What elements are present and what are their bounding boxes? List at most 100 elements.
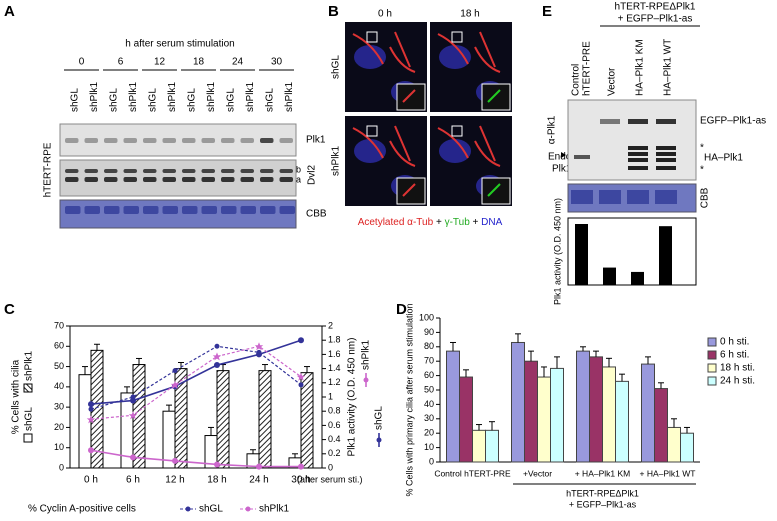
legend-label: shGL: [24, 407, 35, 431]
band: [84, 138, 98, 143]
y-tick-label: 100: [419, 312, 434, 322]
band: [656, 166, 676, 170]
marker: [212, 352, 222, 361]
y-tick-label: 70: [54, 320, 64, 330]
marker: [296, 372, 306, 381]
band: [628, 146, 648, 150]
row-label: Dvl2: [307, 165, 318, 185]
band-label: *: [700, 143, 704, 154]
y-tick-label: 10: [424, 442, 434, 452]
band-label: *: [700, 165, 704, 176]
marker: [130, 397, 136, 404]
panel-letter: B: [328, 3, 339, 20]
lane-label: hTERT-PRE: [582, 41, 593, 96]
y-axis-label: % Cells with primary cilia after serum s…: [404, 303, 414, 496]
lane-label: shPlk1: [206, 82, 217, 112]
band: [571, 190, 593, 204]
y-tick-label: 0: [59, 462, 64, 472]
bar: [575, 224, 588, 285]
marker: [256, 463, 262, 470]
row-label: a: [296, 174, 301, 184]
lane-label: HA–Plk1 WT: [663, 39, 674, 96]
band: [84, 206, 100, 214]
x-axis-label: % Cyclin A-positive cells: [28, 504, 136, 515]
legend-label: shGL: [374, 406, 385, 430]
band: [201, 169, 215, 173]
band: [279, 169, 293, 173]
x-tick-label: +Vector: [523, 468, 552, 478]
lane-label: Control: [571, 64, 582, 96]
bar: [511, 341, 525, 463]
band: [162, 177, 176, 182]
time-label: 12: [154, 57, 166, 68]
bar: [667, 426, 681, 463]
endo-label: Plk1: [552, 164, 572, 175]
y2-tick-label: 0.4: [328, 434, 341, 444]
y-tick-label: 20: [54, 422, 64, 432]
inset-cilium: [487, 89, 501, 103]
bar: [550, 367, 564, 463]
row-label: b: [296, 164, 301, 174]
lane-label: shGL: [225, 88, 236, 112]
band: [104, 138, 118, 143]
band: [260, 206, 276, 214]
x-note: (after serum sti.): [297, 474, 363, 484]
band: [65, 206, 81, 214]
time-label: 24: [232, 57, 244, 68]
band: [162, 206, 178, 214]
marker: [172, 368, 178, 374]
band: [279, 138, 293, 143]
marker: [256, 349, 262, 355]
y2-tick-label: 1.2: [328, 377, 341, 387]
legend-marker: [363, 377, 369, 383]
bar: [659, 226, 672, 285]
legend-swatch: [23, 383, 33, 393]
caption-part: Acetylated α-Tub: [358, 217, 434, 228]
y2-tick-label: 0.6: [328, 420, 341, 430]
group-label: hTERT-RPEΔPlk1: [566, 488, 639, 498]
band: [221, 169, 235, 173]
y-tick-label: 0: [429, 456, 434, 466]
band: [143, 206, 159, 214]
x-tick-label: 24 h: [249, 475, 268, 486]
x-tick-label: 30 h: [291, 475, 310, 486]
marker: [214, 362, 220, 369]
bar: [216, 370, 230, 469]
band: [104, 169, 118, 173]
column-label: 0 h: [378, 9, 392, 20]
band: [221, 177, 235, 182]
marker: [170, 380, 180, 389]
band: [240, 138, 254, 143]
column-label: 18 h: [460, 9, 479, 20]
band: [123, 169, 137, 173]
bar: [631, 271, 644, 285]
band: [240, 206, 256, 214]
row-label: Plk1: [306, 135, 326, 146]
y2-tick-label: 1: [328, 391, 333, 401]
band: [600, 119, 620, 124]
band: [628, 166, 648, 170]
band: [182, 169, 196, 173]
marker: [298, 337, 304, 344]
bar: [524, 360, 538, 463]
band: [656, 146, 676, 150]
y2-tick-label: 0.2: [328, 448, 341, 458]
y2-tick-label: 2: [328, 320, 333, 330]
lane-label: shPlk1: [128, 82, 139, 112]
marker: [128, 411, 138, 420]
lane-label: shGL: [264, 88, 275, 112]
x-tick-label: 12 h: [165, 475, 184, 486]
legend-swatch: [707, 363, 717, 373]
legend-swatch: [707, 350, 717, 360]
y2-tick-label: 0: [328, 462, 333, 472]
inset: [396, 83, 426, 111]
legend-swatch: [707, 337, 717, 347]
nucleus: [354, 45, 386, 69]
y2-tick-label: 1.8: [328, 335, 341, 345]
lane-label: Vector: [607, 67, 618, 96]
lane-label: shPlk1: [245, 82, 256, 112]
bar: [602, 366, 616, 463]
inset-cilium: [402, 89, 416, 103]
caption: Acetylated α-Tub + γ-Tub + DNA: [358, 217, 503, 228]
marker: [214, 461, 220, 468]
